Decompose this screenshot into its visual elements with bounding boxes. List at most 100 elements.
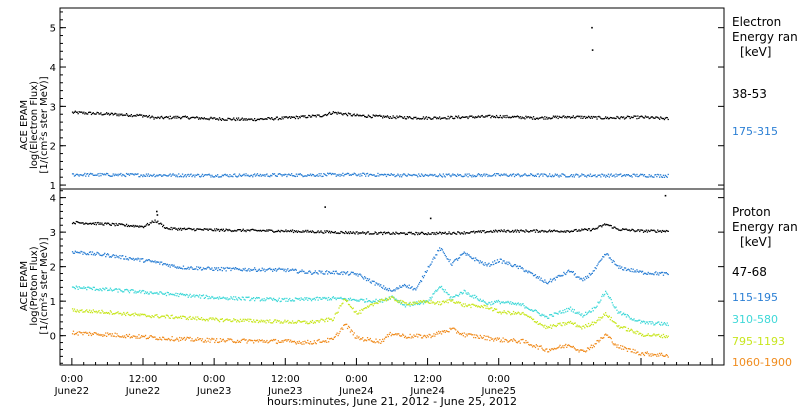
data-point bbox=[121, 223, 123, 225]
data-point bbox=[622, 313, 624, 315]
data-point bbox=[444, 254, 446, 256]
data-point bbox=[393, 334, 395, 336]
data-point bbox=[576, 173, 578, 176]
data-point bbox=[541, 173, 543, 175]
data-point bbox=[231, 320, 233, 323]
data-point bbox=[591, 321, 593, 323]
data-point bbox=[186, 336, 188, 338]
data-point bbox=[77, 252, 79, 254]
data-point bbox=[203, 174, 205, 176]
data-point bbox=[414, 174, 416, 176]
data-point bbox=[151, 260, 153, 262]
data-point bbox=[431, 118, 433, 120]
data-point bbox=[378, 300, 380, 302]
data-point bbox=[568, 269, 570, 271]
data-point bbox=[339, 175, 341, 177]
data-point bbox=[214, 341, 216, 344]
data-point bbox=[204, 339, 206, 341]
data-point bbox=[635, 320, 637, 322]
data-point bbox=[494, 308, 496, 310]
data-point bbox=[369, 303, 371, 306]
data-point bbox=[171, 293, 173, 295]
data-point bbox=[231, 119, 233, 121]
data-point bbox=[138, 258, 140, 260]
data-point bbox=[561, 275, 563, 277]
data-point bbox=[367, 279, 370, 282]
data-point bbox=[217, 298, 220, 300]
data-point bbox=[605, 253, 608, 255]
data-point bbox=[351, 271, 353, 274]
data-point bbox=[365, 301, 367, 303]
data-point bbox=[462, 303, 464, 305]
data-point bbox=[323, 340, 325, 342]
data-point bbox=[591, 307, 593, 310]
data-point bbox=[282, 341, 284, 343]
data-point bbox=[90, 334, 93, 337]
data-point bbox=[252, 321, 254, 323]
data-point bbox=[283, 298, 285, 300]
data-point bbox=[199, 266, 202, 269]
data-point bbox=[510, 117, 512, 119]
data-point bbox=[385, 175, 388, 178]
data-point bbox=[396, 299, 398, 301]
data-point bbox=[329, 232, 332, 234]
data-point bbox=[124, 258, 126, 260]
data-point bbox=[476, 306, 479, 308]
data-point bbox=[305, 229, 307, 232]
data-point bbox=[148, 336, 150, 338]
data-point bbox=[127, 173, 130, 175]
data-point bbox=[406, 116, 408, 118]
data-point bbox=[366, 278, 369, 280]
data-point bbox=[484, 305, 486, 307]
data-point bbox=[423, 300, 426, 302]
data-point bbox=[291, 322, 293, 324]
data-point bbox=[92, 309, 94, 311]
data-point bbox=[553, 277, 555, 279]
data-point bbox=[598, 302, 600, 304]
data-point bbox=[239, 269, 242, 271]
data-point bbox=[257, 174, 260, 177]
data-point bbox=[152, 116, 154, 118]
data-point bbox=[266, 118, 268, 120]
data-point bbox=[123, 311, 125, 314]
data-point bbox=[648, 174, 650, 176]
data-point bbox=[327, 113, 329, 116]
data-point bbox=[208, 266, 210, 269]
data-point bbox=[168, 264, 170, 266]
data-point bbox=[299, 173, 301, 175]
data-point bbox=[254, 173, 256, 175]
data-point bbox=[655, 354, 657, 356]
data-point bbox=[291, 299, 294, 301]
data-point bbox=[539, 279, 541, 281]
data-point bbox=[555, 116, 557, 119]
data-point bbox=[355, 337, 357, 339]
data-point bbox=[466, 305, 468, 308]
data-point bbox=[443, 117, 445, 119]
data-point bbox=[382, 287, 384, 289]
data-point bbox=[438, 232, 440, 235]
data-point bbox=[306, 321, 308, 323]
data-point bbox=[212, 118, 214, 120]
data-point bbox=[582, 349, 584, 351]
proton-legend-title-1: Proton bbox=[732, 205, 771, 219]
data-point bbox=[235, 175, 237, 177]
data-point bbox=[551, 230, 554, 233]
data-point bbox=[521, 175, 523, 177]
data-point bbox=[324, 341, 326, 343]
data-point bbox=[603, 313, 605, 315]
data-point bbox=[490, 304, 492, 306]
data-point bbox=[450, 296, 452, 298]
data-point bbox=[150, 291, 152, 293]
data-point bbox=[586, 117, 589, 119]
data-point bbox=[305, 322, 307, 324]
data-point bbox=[87, 113, 89, 115]
data-point bbox=[107, 289, 109, 292]
data-point bbox=[595, 227, 597, 230]
data-point bbox=[333, 232, 335, 234]
data-point bbox=[189, 336, 191, 339]
data-point bbox=[560, 324, 562, 326]
data-point bbox=[95, 288, 97, 290]
data-point bbox=[113, 223, 115, 225]
data-point bbox=[71, 251, 74, 253]
data-point bbox=[219, 269, 222, 271]
